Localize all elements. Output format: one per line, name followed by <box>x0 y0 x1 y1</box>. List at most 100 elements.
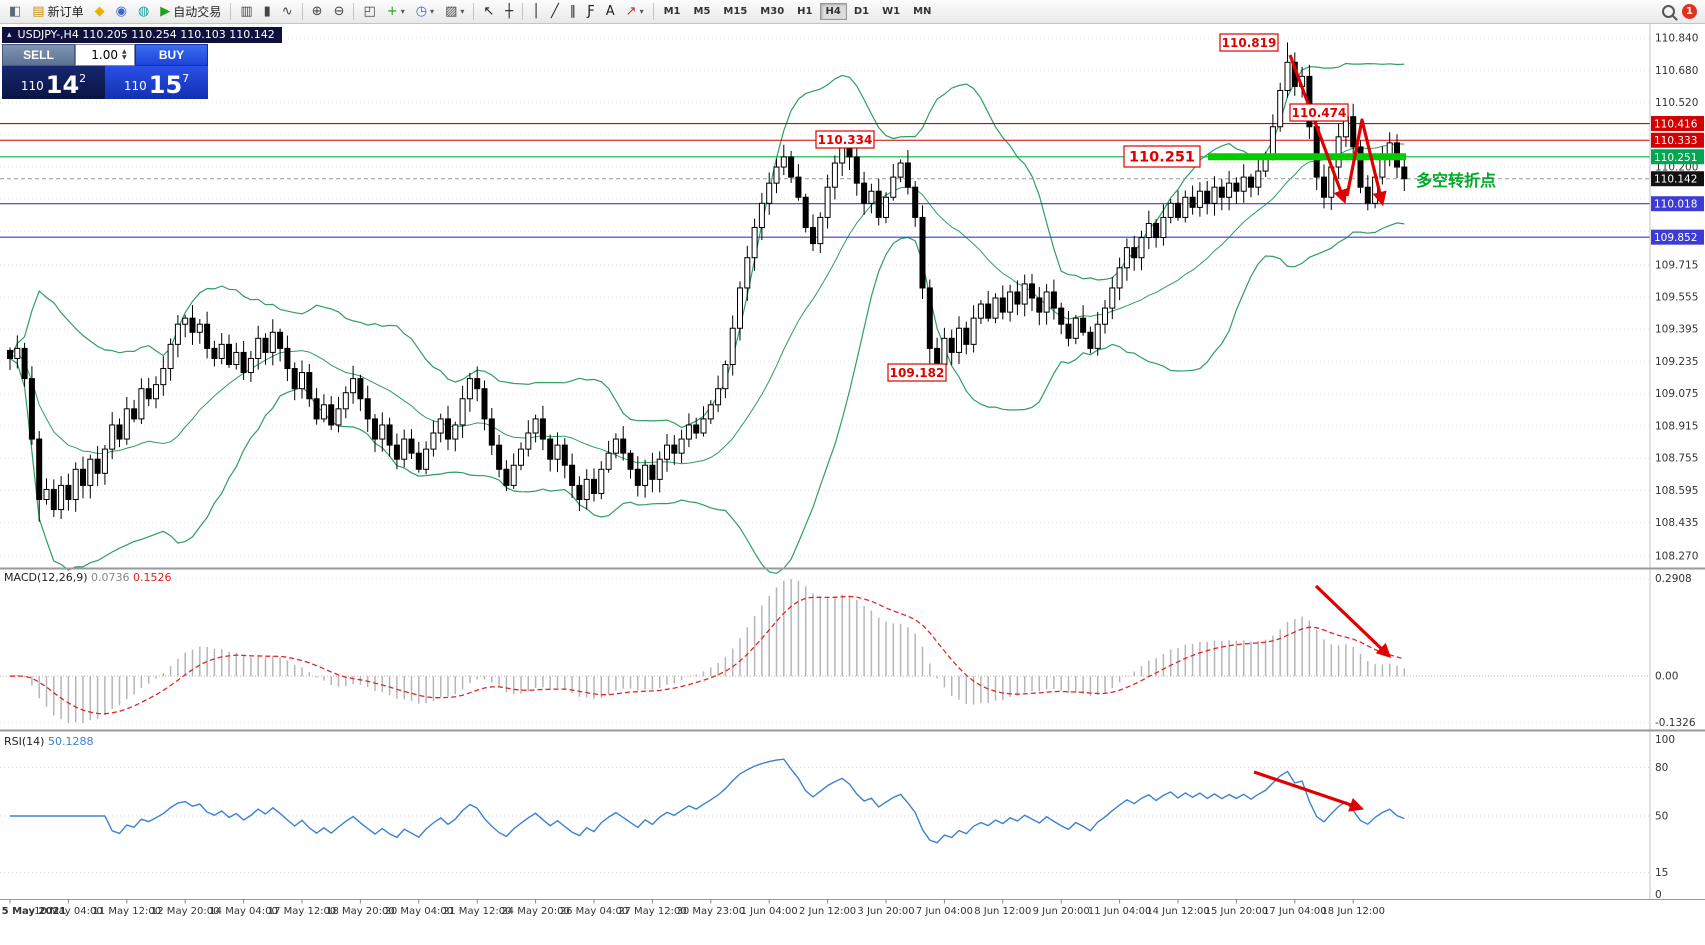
arrows-button[interactable]: ↗ ▾ <box>621 0 649 24</box>
svg-text:5 May 2021: 5 May 2021 <box>2 906 67 917</box>
svg-text:100: 100 <box>1655 734 1675 746</box>
svg-text:3 Jun 20:00: 3 Jun 20:00 <box>857 906 914 917</box>
cursor-button[interactable]: ↖ <box>478 0 499 24</box>
crosshair-button[interactable]: ┼ <box>500 0 518 24</box>
bollinger-lower <box>9 222 1405 575</box>
price-annotation-box[interactable] <box>887 363 947 382</box>
chart-window-button[interactable]: ◧ <box>4 0 26 24</box>
line-chart-button[interactable]: ∿ <box>277 0 298 24</box>
candles-chart-button[interactable]: ▮ <box>259 0 276 24</box>
line-chart-icon: ∿ <box>281 4 293 19</box>
templates-button[interactable]: ▨ ▾ <box>440 0 469 24</box>
svg-text:8 Jun 12:00: 8 Jun 12:00 <box>974 906 1031 917</box>
svg-text:110.251: 110.251 <box>1654 152 1697 164</box>
svg-text:24 May 20:00: 24 May 20:00 <box>501 906 570 917</box>
timeframe-w1[interactable]: W1 <box>882 6 901 17</box>
trend-arrow[interactable] <box>1314 584 1392 658</box>
vline-button[interactable]: │ <box>527 0 545 24</box>
channel-button[interactable]: ∥ <box>565 0 582 24</box>
timeframe-h4[interactable]: H4 <box>819 3 847 20</box>
buy-price-panel[interactable]: 110 15 7 <box>105 66 208 99</box>
zoom-out-button[interactable]: ⊖ <box>329 0 350 24</box>
tile-windows-button[interactable]: ◰ <box>358 0 380 24</box>
lot-size-input[interactable] <box>76 48 120 62</box>
svg-text:110.334: 110.334 <box>818 133 873 147</box>
svg-text:1 Jun 04:00: 1 Jun 04:00 <box>741 906 798 917</box>
stepper-up-icon[interactable]: ▲ <box>122 48 127 55</box>
rsi-line <box>10 758 1405 844</box>
indicators-icon: + <box>386 4 398 19</box>
community-button[interactable]: ◍ <box>133 0 154 24</box>
svg-text:110.200: 110.200 <box>1655 162 1698 174</box>
price-badge <box>1651 132 1704 148</box>
svg-text:110.520: 110.520 <box>1655 97 1698 109</box>
macd-signal-value: 0.1526 <box>133 571 172 584</box>
trend-arrow[interactable] <box>1253 770 1365 812</box>
mql-button[interactable]: ◆ <box>90 0 110 24</box>
svg-text:80: 80 <box>1655 762 1668 774</box>
timeframe-m5[interactable]: M5 <box>693 6 711 17</box>
svg-text:109.852: 109.852 <box>1654 232 1697 244</box>
toolbar-left: ◧ ▤ 新订单 ◆ ◉ ◍ ▶ 自动交易 ▥ ▮ ∿ ⊕ ⊖ ◰ + ▾ ◷ ▾ ▨ ▾ ↖ ┼ │ ╱ ∥ Ƒ A ↗ ▾ M1 M5 M1… <box>4 0 937 24</box>
stepper-down-icon[interactable]: ▼ <box>122 54 127 61</box>
sell-price-panel[interactable]: 110 14 2 <box>2 66 105 99</box>
one-click-trading: SELL ▲ ▼ BUY 110 14 2 110 15 7 <box>2 44 208 99</box>
lot-stepper[interactable]: ▲ ▼ <box>120 49 129 61</box>
zoom-in-button[interactable]: ⊕ <box>307 0 328 24</box>
sell-button[interactable]: SELL <box>2 44 75 66</box>
sell-price-big: 14 <box>45 71 80 99</box>
svg-text:18 May 20:00: 18 May 20:00 <box>326 906 395 917</box>
svg-text:17 Jun 04:00: 17 Jun 04:00 <box>1263 906 1327 917</box>
svg-text:20 May 04:00: 20 May 04:00 <box>385 906 454 917</box>
svg-text:0: 0 <box>1655 889 1662 901</box>
svg-text:7 Jun 04:00: 7 Jun 04:00 <box>916 906 973 917</box>
periods-button[interactable]: ◷ ▾ <box>411 0 439 24</box>
collapse-icon[interactable]: ▴ <box>7 29 12 40</box>
svg-text:110.416: 110.416 <box>1654 119 1698 131</box>
svg-text:109.182: 109.182 <box>890 366 945 380</box>
macd-value: 0.0736 <box>91 571 130 584</box>
svg-text:108.435: 108.435 <box>1655 517 1698 529</box>
timeframe-m15[interactable]: M15 <box>723 6 748 17</box>
svg-text:109.715: 109.715 <box>1655 259 1698 271</box>
trend-arrow[interactable] <box>1288 54 1348 205</box>
svg-text:-0.1326: -0.1326 <box>1655 717 1696 729</box>
fibo-button[interactable]: Ƒ <box>582 0 599 24</box>
svg-text:2 Jun 12:00: 2 Jun 12:00 <box>799 906 856 917</box>
trend-arrow[interactable] <box>1345 118 1387 207</box>
svg-text:27 May 12:00: 27 May 12:00 <box>618 906 687 917</box>
zoom-out-icon: ⊖ <box>333 4 345 19</box>
lot-size-field: ▲ ▼ <box>75 44 135 66</box>
rsi-indicator-label: RSI(14) 50.1288 <box>4 735 93 748</box>
new-order-button[interactable]: ▤ 新订单 <box>27 0 88 24</box>
toolbar-separator <box>522 3 524 20</box>
indicators-button[interactable]: + ▾ <box>382 0 410 24</box>
svg-text:9 Jun 20:00: 9 Jun 20:00 <box>1033 906 1090 917</box>
svg-text:10 May 04:00: 10 May 04:00 <box>34 906 103 917</box>
buy-button[interactable]: BUY <box>135 44 208 66</box>
bars-chart-button[interactable]: ▥ <box>235 0 257 24</box>
price-annotation-box[interactable] <box>815 130 875 149</box>
timeframe-m1[interactable]: M1 <box>663 6 681 17</box>
price-grid <box>0 37 1650 557</box>
price-annotation-box[interactable] <box>1123 145 1201 168</box>
text-button[interactable]: A <box>601 0 620 24</box>
timeframe-m30[interactable]: M30 <box>760 6 785 17</box>
new-order-label: 新订单 <box>47 5 84 19</box>
price-annotation-box[interactable] <box>1289 103 1349 122</box>
vline-icon: │ <box>532 4 540 19</box>
timeframe-h1[interactable]: H1 <box>797 6 813 17</box>
toolbar-separator <box>473 3 475 20</box>
price-annotation-box[interactable] <box>1219 33 1279 52</box>
notification-badge[interactable]: 1 <box>1682 4 1697 19</box>
templates-icon: ▨ <box>445 4 458 19</box>
search-icon[interactable] <box>1662 5 1675 18</box>
timeframe-d1[interactable]: D1 <box>853 6 870 17</box>
trendline-button[interactable]: ╱ <box>546 0 564 24</box>
svg-text:110.142: 110.142 <box>1654 174 1697 186</box>
profile-button[interactable]: ◉ <box>111 0 132 24</box>
timeframe-mn[interactable]: MN <box>913 6 932 17</box>
autotrade-button[interactable]: ▶ 自动交易 <box>155 0 226 24</box>
turning-point-annotation[interactable]: 多空转折点 <box>1416 171 1496 190</box>
